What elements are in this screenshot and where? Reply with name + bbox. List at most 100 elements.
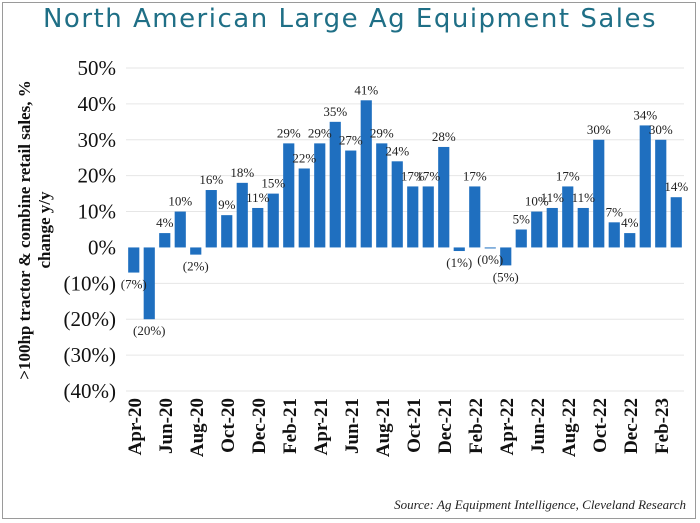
bar-May-21 — [329, 121, 341, 248]
bar-Mar-22 — [484, 247, 496, 249]
x-tick-label: Dec-21 — [435, 398, 456, 454]
bar-Mar-21 — [298, 168, 310, 248]
bar-Nov-21 — [422, 186, 434, 248]
bar-Oct-21 — [407, 186, 419, 248]
data-label: 17% — [401, 168, 425, 183]
data-label: 30% — [649, 122, 673, 137]
bar-Jun-20 — [159, 233, 171, 248]
data-label: (5%) — [493, 269, 519, 284]
bar-Jun-22 — [531, 211, 543, 248]
x-tick-label: Oct-21 — [404, 398, 425, 453]
y-tick-label: 50% — [78, 56, 117, 80]
data-label: 14% — [664, 179, 688, 194]
bar-Apr-22 — [500, 247, 512, 266]
bar-Sep-21 — [391, 161, 403, 248]
x-tick-label: Apr-21 — [311, 398, 332, 455]
data-label: 41% — [354, 82, 378, 97]
y-tick-label: 10% — [78, 200, 117, 224]
data-label: (7%) — [121, 277, 147, 292]
bar-Mar-23 — [670, 197, 682, 248]
x-tick-label: Feb-22 — [466, 398, 487, 454]
data-label: 4% — [156, 215, 174, 230]
data-label: 28% — [432, 129, 456, 144]
bars — [128, 100, 682, 320]
bar-Nov-20 — [236, 182, 248, 248]
source-note: Source: Ag Equipment Intelligence, Cleve… — [394, 497, 686, 512]
bar-Jan-23 — [639, 125, 651, 248]
data-label: 35% — [323, 104, 347, 119]
data-label: 34% — [633, 107, 657, 122]
x-tick-label: Aug-21 — [373, 398, 394, 457]
data-label: 17% — [556, 168, 580, 183]
bar-Nov-22 — [608, 222, 620, 248]
y-tick-label: (20%) — [64, 307, 116, 331]
y-tick-label: 0% — [88, 235, 116, 259]
data-label: 17% — [416, 168, 440, 183]
x-tick-label: Dec-22 — [621, 398, 642, 454]
bar-Jul-21 — [360, 100, 372, 248]
x-tick-label: Apr-22 — [497, 398, 518, 455]
bar-Aug-21 — [376, 143, 388, 248]
gridlines — [126, 67, 684, 392]
bar-Dec-20 — [252, 207, 264, 248]
bar-Sep-20 — [205, 190, 217, 248]
bar-Feb-22 — [469, 186, 481, 248]
data-label: 7% — [606, 204, 624, 219]
data-label: 24% — [385, 143, 409, 158]
chart-title: North American Large Ag Equipment Sales — [42, 4, 658, 34]
y-axis-label: >100hp tractor & combine retail sales, %… — [15, 80, 54, 379]
data-label: 17% — [463, 168, 487, 183]
bar-Jul-22 — [546, 207, 558, 248]
data-label: 9% — [218, 197, 236, 212]
data-label: 29% — [308, 125, 332, 140]
bar-Jan-21 — [267, 193, 279, 248]
bar-Apr-21 — [314, 143, 326, 248]
y-axis-ticks: 50% 40% 30% 20% 10% 0% (10%) (20%) (30%) (40%) — [64, 56, 116, 403]
bar-Oct-22 — [593, 139, 605, 248]
data-label: (1%) — [446, 255, 472, 270]
x-tick-label: Jun-20 — [156, 398, 177, 454]
x-tick-label: Feb-21 — [280, 398, 301, 454]
bar-Dec-21 — [438, 146, 450, 248]
x-tick-label: Apr-20 — [125, 398, 146, 455]
bar-Sep-22 — [577, 207, 589, 248]
bar-Feb-23 — [655, 139, 667, 248]
data-label: 10% — [168, 194, 192, 209]
y-tick-label: 30% — [78, 128, 117, 152]
data-label: 16% — [199, 172, 223, 187]
x-tick-label: Oct-20 — [218, 398, 239, 453]
data-label: (20%) — [133, 323, 166, 338]
data-label: 29% — [370, 125, 394, 140]
data-label: 29% — [277, 125, 301, 140]
data-labels: (7%)(20%)4%10%(2%)16%9%18%11%15%29%22%29… — [121, 82, 689, 338]
y-tick-label: (30%) — [64, 343, 116, 367]
x-tick-label: Jun-21 — [342, 398, 363, 454]
data-label: 15% — [261, 176, 285, 191]
data-label: 11% — [246, 190, 270, 205]
bar-Apr-20 — [128, 247, 140, 273]
data-label: 18% — [230, 165, 254, 180]
data-label: 22% — [292, 150, 316, 165]
bar-Dec-22 — [624, 233, 636, 248]
data-label: 30% — [587, 122, 611, 137]
x-tick-label: Dec-20 — [249, 398, 270, 454]
y-tick-label: (40%) — [64, 379, 116, 403]
bar-Aug-22 — [562, 186, 574, 248]
y-tick-label: (10%) — [64, 271, 116, 295]
bar-May-20 — [143, 247, 155, 320]
data-label: 11% — [572, 190, 596, 205]
data-label: 4% — [621, 215, 639, 230]
x-tick-label: Feb-23 — [652, 398, 673, 454]
y-tick-label: 40% — [78, 92, 117, 116]
x-tick-label: Oct-22 — [590, 398, 611, 453]
data-label: (2%) — [183, 259, 209, 274]
x-tick-label: Jun-22 — [528, 398, 549, 454]
bar-May-22 — [515, 229, 527, 248]
bar-Oct-20 — [221, 215, 233, 248]
data-label: 27% — [339, 133, 363, 148]
bar-Feb-21 — [283, 143, 295, 248]
bar-Aug-20 — [190, 247, 202, 255]
data-label: 10% — [525, 194, 549, 209]
